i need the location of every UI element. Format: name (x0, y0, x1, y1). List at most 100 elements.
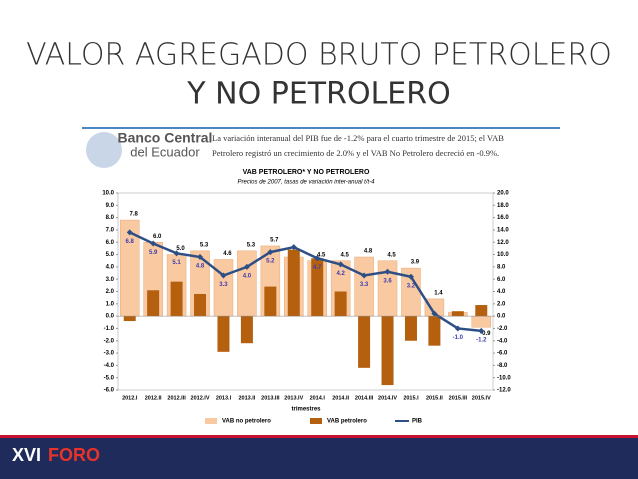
legend-swatch (205, 418, 217, 424)
data-label: 4.0 (243, 273, 252, 279)
data-label: -0.9 (480, 331, 491, 337)
x-tick-label: 2013.I (216, 395, 232, 401)
y2-tick-label: -12.0 (497, 388, 511, 394)
y-tick-label: -5.0 (104, 375, 115, 381)
marker (126, 229, 133, 236)
y2-tick-label: 16.0 (497, 215, 509, 221)
data-label: 3.9 (411, 260, 420, 266)
bar (428, 316, 441, 346)
data-label: 6.8 (126, 239, 135, 245)
y-tick-label: 6.0 (106, 240, 115, 246)
x-tick-label: 2012.III (167, 395, 186, 401)
y-tick-label: 3.0 (106, 277, 115, 283)
bar (358, 316, 371, 368)
bar (240, 316, 253, 344)
y2-tick-label: -6.0 (497, 351, 508, 357)
data-label: 5.2 (266, 259, 275, 265)
bar (237, 250, 257, 317)
data-label: 4.2 (336, 271, 345, 277)
bar (475, 305, 488, 317)
y2-tick-label: 6.0 (497, 277, 506, 283)
data-label: 5.9 (149, 250, 158, 256)
x-tick-label: 2013.III (261, 395, 280, 401)
data-label: 4.8 (364, 249, 373, 255)
data-label: 6.0 (153, 234, 162, 240)
marker (431, 310, 438, 317)
marker (454, 325, 461, 332)
banner-text: Petrolero registró un crecimiento de 2.0… (212, 148, 499, 158)
data-label: 3.3 (360, 282, 369, 288)
y-tick-label: 1.0 (106, 301, 115, 307)
y2-tick-label: -2.0 (497, 326, 508, 332)
bar (217, 316, 230, 352)
chart-subtitle: Precios de 2007, tasas de variación inte… (238, 180, 376, 186)
marker (384, 268, 391, 275)
x-tick-label: 2014.II (332, 395, 349, 401)
y2-tick-label: 8.0 (497, 264, 506, 270)
data-label: 5.1 (172, 260, 181, 266)
y-tick-label: 2.0 (106, 289, 115, 295)
slide-title: VALOR AGREGADO BRUTO PETROLERO (26, 38, 612, 73)
org-name: del Ecuador (130, 144, 200, 159)
bar (311, 258, 324, 317)
y2-tick-label: -8.0 (497, 363, 508, 369)
bar (451, 311, 464, 317)
y2-tick-label: 10.0 (497, 252, 509, 258)
y2-tick-label: 14.0 (497, 228, 509, 234)
bar (471, 315, 492, 328)
x-tick-label: 2012.I (122, 395, 138, 401)
x-tick-label: 2013.IV (284, 395, 303, 401)
bar (264, 286, 277, 317)
y2-tick-label: 2.0 (497, 301, 506, 307)
x-tick-label: 2012.II (145, 395, 162, 401)
data-label: 7.8 (130, 212, 139, 218)
chart-title: VAB PETROLERO* Y NO PETROLERO (243, 169, 370, 176)
line (129, 231, 482, 333)
marker (290, 244, 297, 251)
footer-logo: FORO (48, 445, 100, 465)
x-tick-label: 2013.II (238, 395, 255, 401)
y-tick-label: 0.0 (106, 314, 115, 320)
y-tick-label: 10.0 (102, 191, 114, 197)
data-label: 5.0 (176, 246, 185, 252)
marker (478, 327, 485, 334)
data-label: 3.6 (383, 278, 392, 284)
y-tick-label: 8.0 (106, 215, 115, 221)
data-label: 5.3 (200, 242, 209, 248)
y-tick-label: -4.0 (104, 363, 115, 369)
data-label: -1.2 (476, 337, 487, 343)
y-tick-label: -3.0 (104, 351, 115, 357)
legend-label: PIB (412, 419, 423, 425)
bar (194, 293, 207, 317)
data-label: 1.4 (434, 290, 443, 296)
data-label: 5.3 (247, 242, 256, 248)
banner-text: La variación interanual del PIB fue de -… (212, 133, 504, 143)
marker (220, 272, 227, 279)
y2-tick-label: -4.0 (497, 338, 508, 344)
x-tick-label: 2012.IV (191, 395, 210, 401)
marker (150, 240, 157, 247)
y-tick-label: 7.0 (106, 228, 115, 234)
org-name: Banco Central (118, 130, 213, 146)
slide-title: Y NO PETROLERO (186, 77, 450, 112)
y-tick-label: -6.0 (104, 388, 115, 394)
y-tick-label: 9.0 (106, 203, 115, 209)
data-label: 4.8 (196, 264, 205, 270)
bar (404, 316, 417, 341)
x-tick-label: 2014.I (310, 395, 326, 401)
footer-stripe (0, 435, 638, 438)
data-label: -1.0 (453, 335, 464, 341)
marker (197, 254, 204, 261)
data-label: 5.7 (270, 238, 279, 244)
data-label: 3.3 (219, 282, 228, 288)
data-label: 4.5 (317, 252, 326, 258)
legend-label: VAB petrolero (327, 419, 367, 425)
x-tick-label: 2015.IV (472, 395, 491, 401)
marker (173, 250, 180, 257)
data-label: 4.5 (387, 252, 396, 258)
y2-tick-label: -10.0 (497, 375, 511, 381)
y-tick-label: -2.0 (104, 338, 115, 344)
y-tick-label: 4.0 (106, 264, 115, 270)
